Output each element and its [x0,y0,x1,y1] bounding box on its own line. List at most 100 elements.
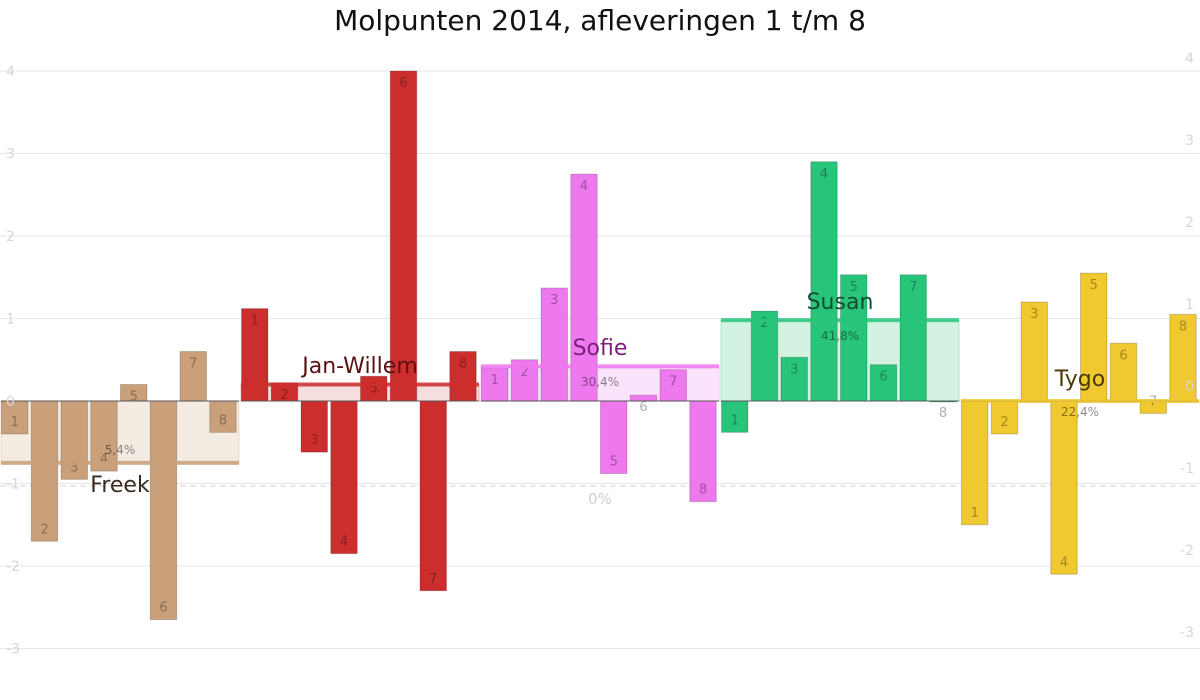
chart-title: Molpunten 2014, afleveringen 1 t/m 8 [334,4,866,37]
bar [1080,272,1108,402]
bar-label: 2 [760,316,768,331]
y-tick-right: -2 [1180,543,1194,559]
y-tick-right: -3 [1180,625,1194,641]
bar-label: 1 [491,373,499,388]
y-tick-left: -1 [6,477,20,493]
bar-label: 4 [340,535,348,550]
bar-label: 8 [699,483,707,498]
bar [449,351,477,402]
contestant-jan-willem: 1 2 3 4 5 6 7 8 Jan-Willem [240,70,480,592]
y-tick-left: 0 [6,394,15,410]
bar-label: 5 [850,280,858,295]
y-tick-left: -3 [6,642,20,658]
bar-label: 8 [459,357,467,372]
bar-label: 6 [399,76,407,91]
reference-label: 0% [588,490,612,508]
percent-label: 5,4% [105,443,136,457]
mean-line [1,460,239,465]
bar-label: 6 [159,601,167,616]
y-tick-right: 3 [1185,133,1194,149]
bar [209,400,237,433]
y-tick-left: 1 [6,312,15,328]
bar [570,173,598,402]
bar-label: 2 [1000,415,1008,430]
contestant-freek: 1 2 3 4 5 6 7 8 5,4% Freek [0,351,240,621]
contestant-name: Freek [90,473,150,498]
bar [810,161,838,402]
contestant-tygo: 1234567822,4%Tygo [960,272,1200,575]
bar-label: 7 [669,375,677,390]
bar-label: 1 [731,413,739,428]
contestant-name: Susan [807,290,874,315]
mean-line [961,399,1199,403]
mean-line [481,364,719,369]
bar-label: 3 [310,433,318,448]
bar-label: 1 [11,415,19,430]
bar-label: 5 [610,455,618,470]
bar-label: 5 [130,390,138,405]
bar [869,364,898,402]
bar [899,274,927,402]
bar-label: 4 [580,179,588,194]
y-tick-right: 2 [1185,215,1194,231]
bar-label: 6 [1119,348,1127,363]
bar [330,400,358,555]
bar [1169,313,1197,402]
contestant-sofie: 1 2 3 4 5 6 7 8 30,4% Sofie [480,173,720,503]
bar-label: 7 [909,280,917,295]
bar-label: 5 [370,381,378,396]
bar-label: 8 [1179,319,1187,334]
bar-label: 4 [100,452,108,467]
bar [30,400,59,542]
bar-label: 1 [251,314,259,329]
bar [360,375,388,402]
bar-label: 4 [1060,555,1068,570]
bar-label: 7 [189,357,197,372]
y-tick-right: 1 [1185,297,1194,313]
percent-label: 30,4% [581,375,619,389]
y-tick-right: 0 [1185,379,1194,395]
y-tick-right: 4 [1185,51,1194,67]
percent-label: 22,4% [1061,405,1099,419]
bar-label: 2 [40,522,48,537]
grid-layer [0,70,1200,649]
bar [60,400,88,480]
bar-label: 7 [429,572,437,587]
contestant-groups: 1 2 3 4 5 6 7 8 5,4% Freek 1 2 3 4 5 6 7 8 Jan-Willem 1 2 3 4 5… [0,70,1200,621]
bar [90,400,118,472]
bar [300,400,328,453]
bar [1050,400,1078,575]
bar-label: 2 [520,365,528,380]
bar [840,274,868,402]
bar [659,369,687,402]
bar [689,400,717,503]
bar [179,351,207,402]
y-tick-left: 3 [6,147,15,163]
bar-label: 3 [550,293,558,308]
bar [721,400,749,433]
bar-label: 6 [879,370,887,385]
y-tick-right: -1 [1180,461,1194,477]
bar-label: 5 [1090,278,1098,293]
contestant-name: Jan-Willem [300,354,418,379]
contestant-name: Sofie [573,336,628,361]
bar-label: 3 [790,362,798,377]
contestant-susan: 1 2 3 4 5 6 7 8 41,8% Susan [720,161,960,433]
bar-label: 2 [280,388,288,403]
bar-label: 8 [939,406,947,421]
contestant-name: Tygo [1054,367,1105,392]
y-tick-left: 2 [6,229,15,245]
bar [149,400,178,621]
bar-label: 1 [971,506,979,521]
percent-label: 41,8% [821,329,859,343]
bar [389,70,418,402]
axis-labels: 4 3 2 1 0 -1 -2 -3 4 3 2 1 0 -1 -2 -3 0% [6,51,1194,658]
bar [600,400,628,475]
bar-label: 4 [820,167,828,182]
y-tick-left: -2 [6,559,20,575]
bar [481,367,509,402]
bar [990,400,1019,435]
mean-line [721,318,959,323]
bar-label: 3 [70,460,78,475]
